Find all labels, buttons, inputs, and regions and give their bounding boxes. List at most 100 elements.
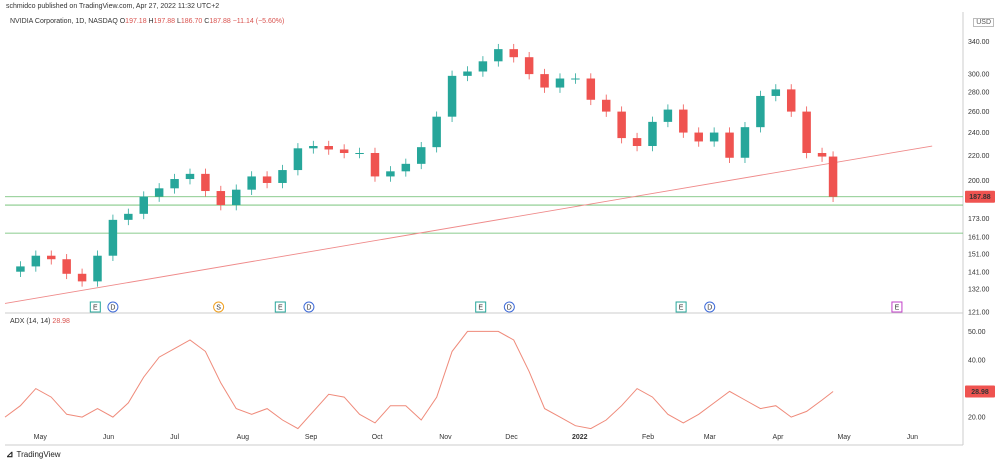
candle-body — [786, 89, 796, 112]
adx-line — [4, 330, 834, 430]
adx-last-badge — [965, 385, 995, 398]
candle-body — [740, 127, 750, 158]
time-tick-label: Feb — [642, 434, 654, 441]
event-marker-label: E — [895, 305, 900, 312]
candle-body — [432, 116, 441, 148]
candle-body — [679, 109, 688, 133]
time-tick-label: May — [837, 434, 851, 441]
time-tick-label: Mar — [704, 434, 717, 441]
time-tick-label: 2022 — [572, 434, 588, 441]
event-marker — [704, 301, 716, 313]
candle-body — [771, 89, 781, 96]
event-marker — [303, 301, 315, 313]
publisher-line: schmidco published on TradingView.com, A… — [6, 3, 220, 10]
candle-body — [278, 170, 287, 183]
candle-body — [93, 255, 102, 282]
candle-body — [370, 152, 380, 177]
event-marker-label: E — [93, 305, 98, 312]
candle-body — [524, 57, 534, 75]
event-marker — [213, 301, 225, 313]
price-tick-label: 121.00 — [968, 310, 990, 317]
price-tick-label: 161.00 — [968, 235, 990, 242]
adx-tick-label: 20.00 — [968, 415, 986, 422]
low-label: L — [176, 18, 181, 25]
candle-body — [756, 95, 765, 128]
candle-body — [725, 132, 734, 158]
candle-body — [586, 78, 596, 100]
high-label: H — [148, 18, 154, 25]
adx-label: ADX (14, 14) — [10, 318, 51, 325]
price-tick-label: 141.00 — [968, 269, 990, 276]
candle-body — [509, 49, 518, 58]
close-value: 187.88 — [209, 18, 231, 25]
candle-body — [416, 147, 426, 164]
candle-body — [339, 149, 349, 153]
candle-body — [632, 138, 642, 147]
candle-body — [124, 213, 133, 220]
price-tick-label: 340.00 — [968, 39, 990, 46]
candle-body — [216, 191, 226, 206]
candle-body — [62, 259, 71, 274]
candle-body — [31, 255, 41, 267]
candle-body — [16, 266, 25, 272]
symbol-legend: NVIDIA Corporation, 1D, NASDAQ O197.18 H… — [10, 18, 284, 25]
time-tick-label: Oct — [372, 434, 383, 441]
candle-body — [262, 176, 272, 183]
event-marker-label: D — [707, 305, 712, 312]
candle-body — [601, 99, 611, 112]
candle-body — [648, 121, 657, 147]
candle-body — [386, 171, 395, 177]
trend-line — [4, 145, 933, 304]
time-tick-label: Aug — [237, 434, 250, 441]
candle-body — [617, 111, 626, 139]
event-marker-label: E — [679, 305, 684, 312]
price-tick-label: 151.00 — [968, 251, 990, 258]
candle-body — [478, 61, 488, 72]
candle-body — [185, 173, 195, 180]
candle-body — [540, 74, 549, 88]
price-tick-label: 173.00 — [968, 216, 990, 223]
time-tick-label: Jun — [103, 434, 114, 441]
change-value: −11.14 (−5.60%) — [232, 18, 285, 25]
time-tick-label: Dec — [505, 434, 518, 441]
price-tick-label: 200.00 — [968, 178, 990, 185]
adx-value: 28.98 — [52, 318, 70, 325]
last-price-badge — [965, 190, 995, 203]
candle-body — [154, 188, 164, 197]
time-tick-label: Jul — [170, 434, 179, 441]
time-tick-label: Sep — [305, 434, 318, 441]
event-marker-label: D — [306, 305, 311, 312]
low-value: 186.70 — [180, 18, 203, 25]
adx-legend: ADX (14, 14) 28.98 — [10, 318, 70, 325]
time-tick-label: May — [34, 434, 48, 441]
footer[interactable]: ⊿ TradingView — [6, 449, 61, 460]
event-marker-label: E — [278, 305, 283, 312]
candle-body — [247, 176, 256, 190]
event-marker — [107, 301, 119, 313]
candle-body — [709, 132, 719, 142]
currency-badge[interactable]: USD — [973, 18, 994, 27]
candle-body — [463, 71, 472, 76]
candle-body — [324, 146, 333, 150]
symbol-name: NVIDIA Corporation, 1D, NASDAQ — [10, 18, 118, 25]
candle-body — [401, 163, 411, 172]
event-marker — [89, 301, 101, 313]
event-marker — [274, 301, 286, 313]
candle-body — [47, 255, 56, 260]
high-value: 197.88 — [153, 18, 176, 25]
candle-body — [293, 148, 303, 171]
close-label: C — [204, 18, 210, 25]
price-tick-label: 220.00 — [968, 153, 990, 160]
price-tick-label: 132.00 — [968, 287, 990, 294]
price-tick-label: 240.00 — [968, 130, 990, 137]
candle-body — [108, 219, 118, 256]
open-label: O — [119, 18, 126, 25]
candle-body — [817, 152, 827, 157]
candle-body — [802, 111, 811, 153]
event-marker-label: E — [478, 305, 483, 312]
candle-body — [309, 146, 318, 149]
time-tick-label: Nov — [439, 434, 452, 441]
adx-tick-label: 50.00 — [968, 329, 986, 336]
footer-brand: TradingView — [16, 450, 61, 459]
